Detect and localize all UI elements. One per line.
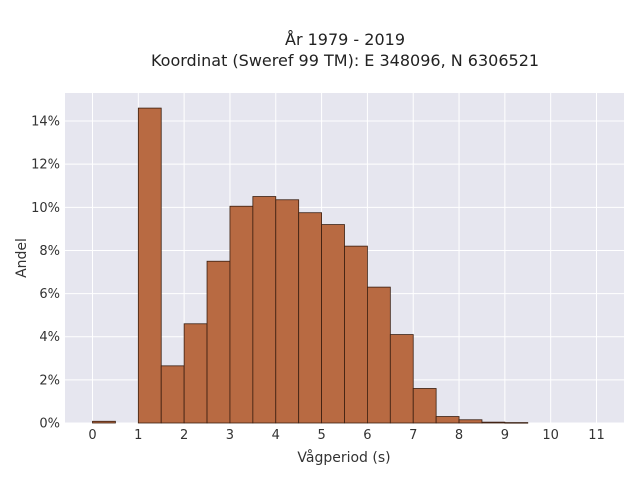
y-tick-label: 0% [39,417,60,432]
y-tick-labels: 0% 2% 4% 6% 8% 10% 12% 14% [31,115,60,432]
histogram-bar [275,199,300,424]
x-tick-label: 5 [317,428,325,443]
histogram-bar [321,224,345,424]
chart-title-line2: Koordinat (Sweref 99 TM): E 348096, N 63… [151,51,539,70]
histogram-bar [481,421,506,424]
histogram-bar [389,334,414,424]
y-tick-label: 10% [31,201,60,216]
histogram-bars [92,107,529,424]
histogram-bar [344,245,368,424]
y-tick-label: 12% [31,158,60,173]
histogram-bar [252,196,277,424]
x-tick-label: 10 [542,428,559,443]
histogram-bar [367,286,391,424]
y-tick-label: 2% [39,373,60,388]
x-tick-label: 11 [588,428,605,443]
histogram-bar [435,416,460,424]
x-tick-label: 4 [272,428,280,443]
x-tick-label: 2 [180,428,188,443]
x-tick-labels: 0 1 2 3 4 5 6 7 8 9 10 11 [88,428,604,443]
x-tick-label: 9 [501,428,509,443]
x-tick-label: 0 [88,428,96,443]
x-tick-label: 1 [134,428,142,443]
y-tick-label: 8% [39,244,60,259]
x-tick-label: 3 [226,428,234,443]
histogram-bar [458,419,483,424]
histogram-bar [412,388,437,424]
histogram-bar [160,365,185,424]
y-tick-label: 4% [39,330,60,345]
x-tick-label: 6 [363,428,371,443]
histogram-bar [183,323,208,424]
y-tick-label: 14% [31,115,60,130]
histogram-bar [206,260,231,424]
y-tick-label: 6% [39,287,60,302]
histogram-bar [137,107,162,424]
histogram-bar [229,205,254,424]
x-axis-label: Vågperiod (s) [297,449,390,466]
histogram-bar [298,212,322,424]
histogram-bar [92,420,116,424]
histogram-bar [504,422,529,424]
chart-title-line1: År 1979 - 2019 [285,30,405,49]
x-tick-label: 8 [455,428,463,443]
y-axis-label: Andel [14,238,30,278]
x-tick-label: 7 [409,428,417,443]
